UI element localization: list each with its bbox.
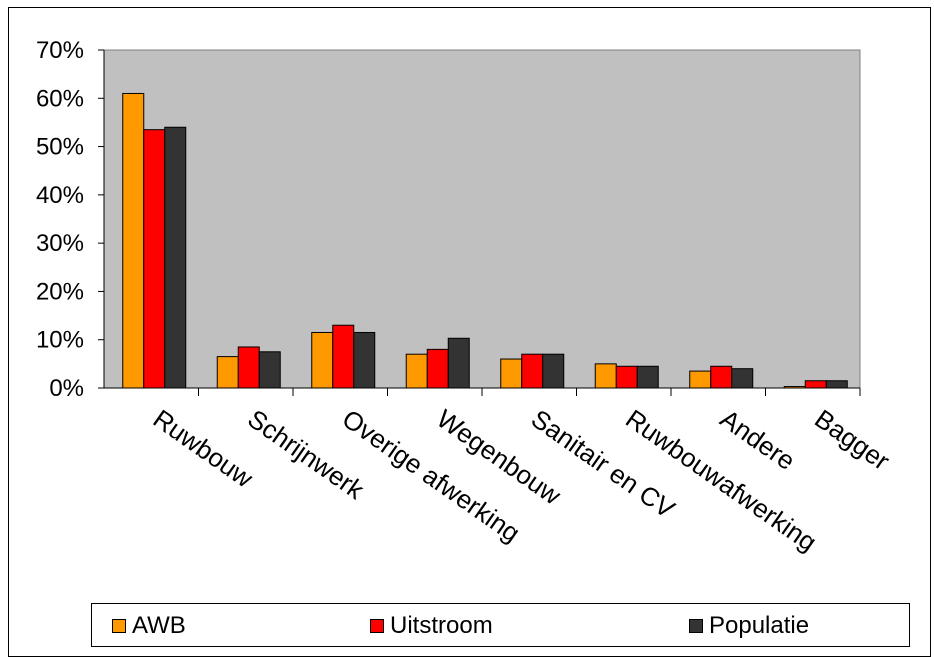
plot-area	[104, 50, 860, 388]
legend-item-populatie: Populatie	[689, 613, 809, 639]
y-tick-label: 70%	[36, 37, 84, 64]
y-tick-label: 50%	[36, 134, 84, 161]
legend-swatch-populatie	[689, 619, 703, 633]
bar-populatie-ruwbouw	[165, 127, 186, 388]
legend-swatch-awb	[112, 619, 126, 633]
bar-uitstroom-wegenbouw	[427, 349, 448, 388]
x-tick-label: Ruwbouw	[148, 403, 259, 493]
legend-swatch-uitstroom	[370, 619, 384, 633]
x-tick-label: Overige afwerking	[337, 403, 526, 548]
x-tick-label: Bagger	[809, 403, 895, 476]
legend-label-awb: AWB	[132, 612, 186, 640]
bar-populatie-wegenbouw	[448, 338, 469, 388]
y-tick-label: 60%	[36, 85, 84, 112]
bar-uitstroom-overige-afwerking	[333, 325, 354, 388]
bar-populatie-schrijnwerk	[259, 352, 280, 388]
x-tick-label: Andere	[715, 403, 801, 476]
y-tick-label: 20%	[36, 278, 84, 305]
bar-populatie-bagger	[826, 381, 847, 388]
y-tick-label: 40%	[36, 182, 84, 209]
bar-uitstroom-andere	[711, 366, 732, 388]
bar-awb-andere	[690, 371, 711, 388]
bar-awb-ruwbouw	[123, 93, 144, 388]
bar-uitstroom-ruwbouw	[144, 130, 165, 388]
bar-awb-overige-afwerking	[312, 332, 333, 388]
bar-awb-sanitair-en-cv	[501, 359, 522, 388]
bar-awb-bagger	[784, 387, 805, 388]
bar-awb-wegenbouw	[406, 354, 427, 388]
bar-populatie-sanitair-en-cv	[543, 354, 564, 388]
legend-label-populatie: Populatie	[709, 612, 809, 640]
bar-uitstroom-sanitair-en-cv	[522, 354, 543, 388]
bar-populatie-andere	[732, 369, 753, 388]
legend-item-uitstroom: Uitstroom	[370, 613, 493, 639]
bar-uitstroom-bagger	[805, 381, 826, 388]
y-tick-label: 10%	[36, 327, 84, 354]
bar-awb-schrijnwerk	[217, 357, 238, 388]
legend: AWB Uitstroom Populatie	[91, 603, 910, 647]
y-tick-label: 0%	[49, 375, 84, 402]
legend-label-uitstroom: Uitstroom	[390, 612, 493, 640]
bar-uitstroom-ruwbouwafwerking	[616, 366, 637, 388]
bar-uitstroom-schrijnwerk	[238, 347, 259, 388]
bar-awb-ruwbouwafwerking	[595, 364, 616, 388]
y-tick-label: 30%	[36, 230, 84, 257]
bar-populatie-overige-afwerking	[354, 332, 375, 388]
bar-populatie-ruwbouwafwerking	[637, 366, 658, 388]
legend-item-awb: AWB	[112, 613, 186, 639]
